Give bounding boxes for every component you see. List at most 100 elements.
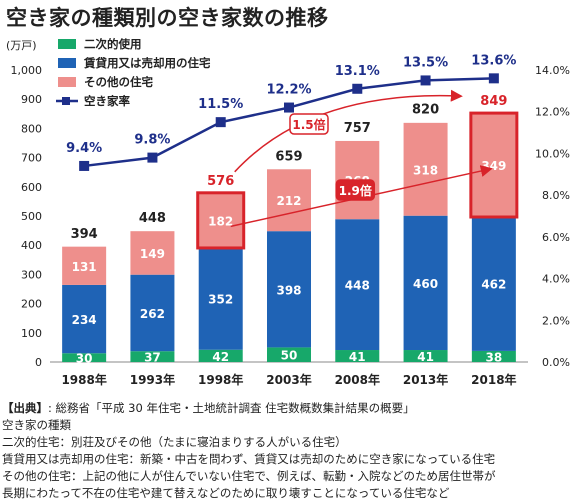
legend-label: 空き家率: [84, 94, 130, 108]
stacked-bar-chart: (万戸) 0 100 200 300 400 500 600 700 800 900 1,000 0.0…: [6, 37, 570, 387]
highlight-box: [196, 191, 246, 250]
y2-tick-label: 10.0%: [535, 147, 570, 160]
bar-value-label: 349: [481, 159, 506, 173]
y-tick-label: 300: [21, 268, 42, 281]
bar-value-label: 37: [144, 351, 161, 365]
x-tick-label: 1993年: [130, 372, 175, 387]
bar-value-label: 41: [417, 350, 434, 364]
footer-notes: 【出典】: 総務省「平成 30 年住宅・土地統計調査 住宅数概数集計結果の概要」…: [2, 400, 586, 502]
y2-tick-label: 8.0%: [542, 189, 570, 202]
y-tick-label: 400: [21, 239, 42, 252]
bar-segment: [403, 215, 448, 351]
y2-tick-label: 0.0%: [542, 356, 570, 369]
y-tick-label: 700: [21, 152, 42, 165]
legend-swatch: [58, 39, 76, 49]
bar-segment: [130, 351, 175, 362]
bar-segment: [198, 349, 243, 362]
annotation-ratio-other: 1.9倍: [339, 183, 372, 198]
vacancy-rate-marker: [147, 152, 158, 163]
y-tick-label: 100: [21, 327, 42, 340]
vacancy-rate-marker: [79, 160, 90, 171]
highlight-box: [469, 111, 519, 219]
vacancy-rate-marker: [488, 73, 499, 84]
note-line: 二次的住宅：別荘及びその他（たまに寝泊まりする人がいる住宅）: [2, 435, 347, 449]
bar-value-label: 352: [208, 292, 233, 306]
bar-segment: [403, 350, 448, 362]
legend-label: その他の住宅: [84, 75, 153, 89]
note-line: 長期にわたって不在の住宅や建て替えなどのために取り壊すことになっている住宅など: [2, 486, 450, 500]
y2-tick-label: 12.0%: [535, 106, 570, 119]
y-tick-label: 500: [21, 210, 42, 223]
bar-value-label: 234: [72, 313, 97, 327]
note-line: 賃貸用又は売却用の住宅：新築・中古を問わず、賃貸又は売却のために空き家になってい…: [2, 452, 496, 466]
bar-total-label: 576: [207, 174, 234, 189]
bar-segment: [403, 122, 448, 216]
vacancy-rate-marker: [215, 117, 226, 128]
bar-value-label: 50: [281, 349, 298, 363]
vacancy-rate-label: 11.5%: [198, 97, 243, 112]
y-tick-label: 900: [21, 93, 42, 106]
y2-tick-label: 4.0%: [542, 273, 570, 286]
y-tick-label: 1,000: [11, 64, 43, 77]
x-tick-label: 2008年: [335, 372, 380, 387]
y-tick-label: 0: [35, 356, 42, 369]
legend-line-marker: [62, 97, 70, 105]
bar-total-label: 849: [480, 94, 507, 109]
bar-segment: [198, 246, 243, 350]
legend-swatch: [58, 58, 76, 68]
bar-segment: [267, 347, 311, 362]
vacancy-rate-label: 13.1%: [335, 64, 380, 79]
bar-segment: [62, 353, 107, 362]
bar-value-label: 149: [140, 247, 165, 261]
bar-value-label: 462: [481, 277, 506, 291]
bar-total-label: 394: [71, 227, 98, 242]
bar-segment: [267, 231, 311, 348]
bar-value-label: 262: [140, 307, 165, 321]
bar-segment: [62, 246, 107, 285]
source-text: : 総務省「平成 30 年住宅・土地統計調査 住宅数概数集計結果の概要」: [48, 401, 415, 415]
y2-tick-label: 14.0%: [535, 64, 570, 77]
bar-segment: [335, 219, 380, 351]
bar-segment: [130, 231, 175, 275]
bar-segment: [267, 169, 311, 232]
annotation-ratio-other-box: [335, 179, 376, 201]
vacancy-rate-label: 13.5%: [403, 55, 448, 70]
source-label: 【出典】: [2, 401, 48, 415]
vacancy-rate-label: 9.8%: [134, 133, 170, 148]
x-tick-label: 2003年: [266, 372, 311, 387]
bar-total-label: 448: [139, 211, 166, 226]
y2-tick-label: 6.0%: [542, 231, 570, 244]
vacancy-rate-marker: [352, 83, 363, 94]
bar-segment: [471, 114, 516, 216]
bar-value-label: 460: [413, 277, 438, 291]
bar-total-label: 757: [344, 121, 371, 136]
notes-heading: 空き家の種類: [2, 418, 71, 432]
bar-value-label: 30: [76, 352, 93, 366]
legend-label: 賃貸用又は売却用の住宅: [83, 56, 211, 70]
bar-value-label: 212: [276, 194, 301, 208]
vacancy-rate-marker: [284, 102, 294, 113]
bar-segment: [198, 193, 243, 247]
bar-value-label: 131: [72, 260, 97, 274]
bar-segment: [62, 284, 107, 354]
bar-value-label: 41: [349, 350, 366, 364]
bar-value-label: 42: [212, 350, 229, 364]
x-tick-label: 2018年: [471, 372, 516, 387]
y-tick-label: 200: [21, 298, 42, 311]
bar-total-label: 820: [412, 103, 439, 118]
bar-total-label: 659: [275, 150, 302, 165]
bar-segment: [130, 274, 175, 352]
y-tick-label: 800: [21, 122, 42, 135]
source-line: 【出典】: 総務省「平成 30 年住宅・土地統計調査 住宅数概数集計結果の概要」: [2, 400, 586, 417]
trend-arrow-total: [234, 89, 463, 173]
x-tick-label: 1998年: [198, 372, 243, 387]
vacancy-rate-label: 12.2%: [266, 83, 311, 98]
annotation-ratio-total: 1.5倍: [292, 117, 325, 132]
note-line: その他の住宅：上記の他に人が住んでいない住宅で、例えば、転勤・入院などのため居住…: [2, 469, 496, 483]
bar-value-label: 448: [345, 279, 370, 293]
bar-segment: [335, 350, 380, 362]
bar-value-label: 38: [486, 350, 503, 364]
legend-label: 二次的使用: [84, 37, 142, 51]
page-title: 空き家の種類別の空き家数の推移: [6, 6, 329, 30]
y2-tick-label: 2.0%: [542, 314, 570, 327]
